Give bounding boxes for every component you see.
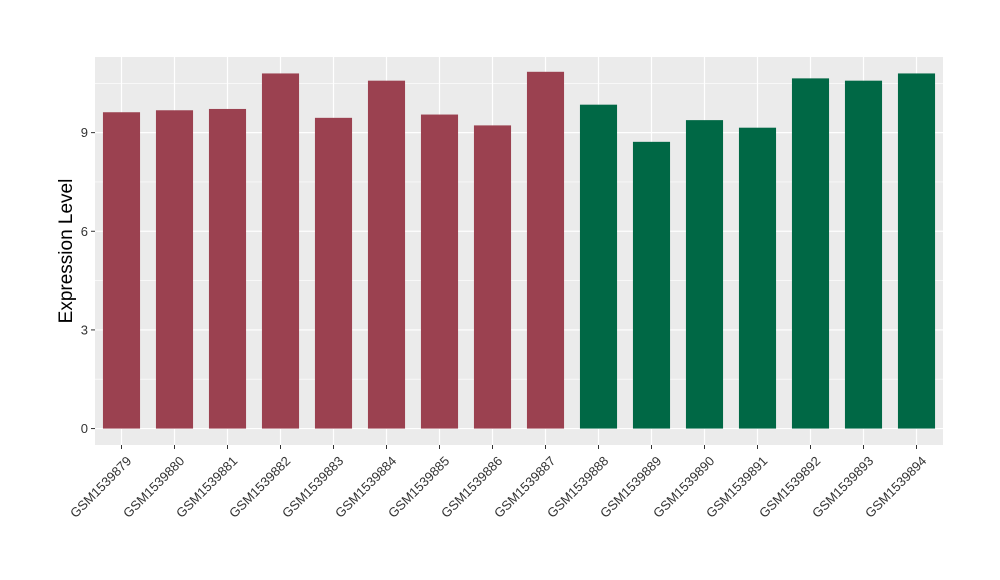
bar-GSM1539891 [738, 127, 777, 429]
y-axis-title: Expression Level [56, 179, 77, 324]
bar-GSM1539894 [897, 73, 936, 429]
bar-GSM1539882 [261, 73, 300, 429]
y-tick-label: 0 [81, 421, 88, 436]
x-axis: GSM1539879GSM1539880GSM1539881GSM1539882… [67, 445, 929, 521]
y-tick-label: 6 [81, 224, 88, 239]
bars [102, 71, 936, 429]
bar-GSM1539879 [102, 112, 141, 429]
bar-GSM1539886 [473, 125, 512, 429]
bar-GSM1539883 [314, 117, 353, 429]
y-tick-label: 9 [81, 125, 88, 140]
bar-GSM1539888 [579, 104, 618, 429]
bar-GSM1539892 [791, 78, 830, 429]
bar-GSM1539889 [632, 141, 671, 429]
y-axis: 0 3 6 9 [81, 125, 95, 436]
bar-GSM1539880 [155, 110, 194, 429]
bar-GSM1539884 [367, 80, 406, 429]
y-tick-label: 3 [81, 322, 88, 337]
bar-GSM1539890 [685, 120, 724, 429]
bar-GSM1539893 [844, 80, 883, 429]
bar-GSM1539885 [420, 114, 459, 429]
bar-GSM1539881 [208, 108, 247, 429]
bar-GSM1539887 [526, 71, 565, 429]
